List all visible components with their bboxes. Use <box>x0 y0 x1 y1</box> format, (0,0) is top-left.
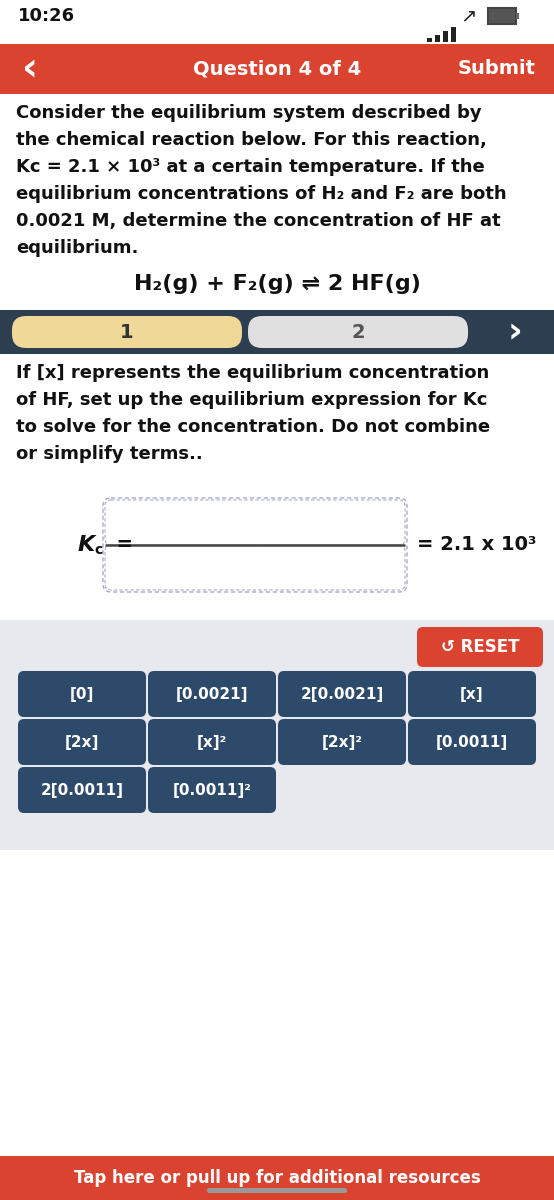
FancyBboxPatch shape <box>516 13 519 19</box>
Text: [0.0021]: [0.0021] <box>176 686 248 702</box>
Text: equilibrium.: equilibrium. <box>16 239 138 257</box>
FancyBboxPatch shape <box>278 719 406 766</box>
Text: K: K <box>78 535 95 554</box>
Text: Question 4 of 4: Question 4 of 4 <box>193 60 361 78</box>
Text: [0.0011]: [0.0011] <box>436 734 508 750</box>
Text: 2[0.0021]: 2[0.0021] <box>300 686 383 702</box>
FancyBboxPatch shape <box>18 671 146 716</box>
FancyBboxPatch shape <box>148 767 276 814</box>
Text: Consider the equilibrium system described by: Consider the equilibrium system describe… <box>16 104 481 122</box>
Text: [2x]²: [2x]² <box>321 734 362 750</box>
Text: H₂(g) + F₂(g) ⇌ 2 HF(g): H₂(g) + F₂(g) ⇌ 2 HF(g) <box>134 274 420 294</box>
Text: c: c <box>95 542 103 557</box>
FancyBboxPatch shape <box>105 500 405 545</box>
Text: 1: 1 <box>120 323 134 342</box>
FancyBboxPatch shape <box>0 1156 554 1200</box>
FancyBboxPatch shape <box>18 767 146 814</box>
Text: ↺ RESET: ↺ RESET <box>441 638 519 656</box>
Text: of HF, set up the equilibrium expression for Kc: of HF, set up the equilibrium expression… <box>16 391 488 409</box>
FancyBboxPatch shape <box>0 620 554 850</box>
FancyBboxPatch shape <box>105 545 405 590</box>
Text: to solve for the concentration. Do not combine: to solve for the concentration. Do not c… <box>16 418 490 436</box>
FancyBboxPatch shape <box>248 316 468 348</box>
Text: Kc = 2.1 × 10³ at a certain temperature. If the: Kc = 2.1 × 10³ at a certain temperature.… <box>16 158 485 176</box>
Text: ↗: ↗ <box>460 6 476 25</box>
Text: 2: 2 <box>351 323 365 342</box>
Text: equilibrium concentrations of H₂ and F₂ are both: equilibrium concentrations of H₂ and F₂ … <box>16 185 506 203</box>
FancyBboxPatch shape <box>408 671 536 716</box>
Text: If [x] represents the equilibrium concentration: If [x] represents the equilibrium concen… <box>16 364 489 382</box>
Text: [x]²: [x]² <box>197 734 227 750</box>
FancyBboxPatch shape <box>0 310 554 354</box>
FancyBboxPatch shape <box>427 38 432 42</box>
Text: 2[0.0011]: 2[0.0011] <box>40 782 124 798</box>
Text: 0.0021 M, determine the concentration of HF at: 0.0021 M, determine the concentration of… <box>16 212 501 230</box>
Text: [0.0011]²: [0.0011]² <box>172 782 252 798</box>
FancyBboxPatch shape <box>278 671 406 716</box>
FancyBboxPatch shape <box>148 671 276 716</box>
Text: Tap here or pull up for additional resources: Tap here or pull up for additional resou… <box>74 1169 480 1187</box>
Text: [0]: [0] <box>70 686 94 702</box>
FancyBboxPatch shape <box>148 719 276 766</box>
FancyBboxPatch shape <box>408 719 536 766</box>
Text: = 2.1 x 10³: = 2.1 x 10³ <box>417 535 536 554</box>
Text: 10:26: 10:26 <box>18 7 75 25</box>
Text: [x]: [x] <box>460 686 484 702</box>
FancyBboxPatch shape <box>443 31 448 42</box>
FancyBboxPatch shape <box>488 8 516 24</box>
Text: the chemical reaction below. For this reaction,: the chemical reaction below. For this re… <box>16 131 487 149</box>
FancyBboxPatch shape <box>12 316 242 348</box>
Text: ‹: ‹ <box>22 50 38 88</box>
Text: ›: › <box>507 314 522 349</box>
FancyBboxPatch shape <box>451 26 456 42</box>
FancyBboxPatch shape <box>207 1188 347 1193</box>
FancyBboxPatch shape <box>435 35 440 42</box>
FancyBboxPatch shape <box>0 44 554 94</box>
FancyBboxPatch shape <box>18 719 146 766</box>
Text: or simplify terms..: or simplify terms.. <box>16 445 203 463</box>
FancyBboxPatch shape <box>417 626 543 667</box>
Text: =: = <box>103 535 133 554</box>
FancyBboxPatch shape <box>103 498 407 592</box>
Text: Submit: Submit <box>458 60 536 78</box>
Text: [2x]: [2x] <box>65 734 99 750</box>
